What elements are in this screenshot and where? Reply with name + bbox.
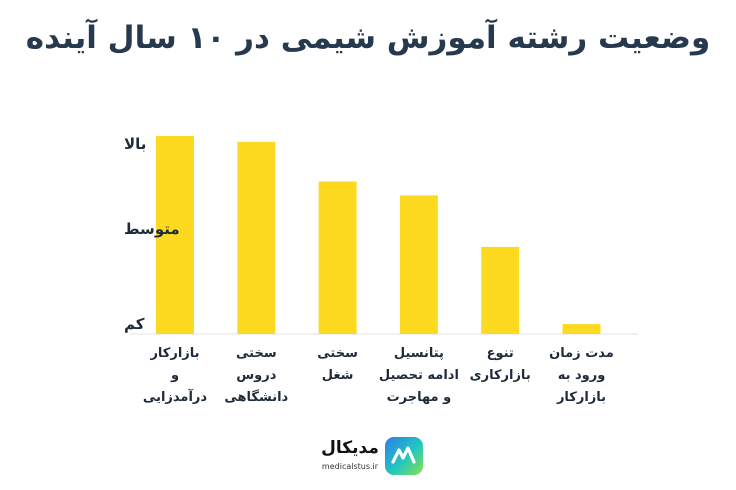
x-category-label: مدت زمان ورود به بازارکار <box>549 346 614 405</box>
bar-2 <box>237 141 276 334</box>
x-category-line: سختی <box>236 346 277 361</box>
chart-title: وضعیت رشته آموزش شیمی در ۱۰ سال آینده <box>25 20 711 56</box>
y-tick-label: کم <box>124 315 145 333</box>
x-category-line: ادامه تحصیل <box>379 368 459 383</box>
x-category-label: سختی دروس دانشگاهی <box>224 346 288 405</box>
x-category-label: سختی شغل <box>317 346 358 383</box>
x-category-line: و مهاجرت <box>387 390 452 405</box>
logo-name: مدیکال <box>321 438 379 458</box>
x-category-line: دانشگاهی <box>224 389 288 405</box>
bar-4 <box>399 195 438 334</box>
x-category-line: مدت زمان <box>549 346 614 361</box>
y-tick-label: بالا <box>124 135 146 153</box>
x-category-line: درآمدزایی <box>143 388 207 405</box>
x-category-line: بازارکاری <box>470 368 531 383</box>
x-category-line: ورود به <box>558 368 606 383</box>
medical-logo-icon <box>385 437 423 475</box>
brand-logo: مدیکال medicalstus.ir <box>318 436 430 480</box>
y-tick-label: متوسط <box>124 220 180 238</box>
logo-site: medicalstus.ir <box>321 462 379 471</box>
x-category-label: پتانسیل ادامه تحصیل و مهاجرت <box>379 346 459 405</box>
bar-1 <box>156 136 194 334</box>
bar-3 <box>318 181 357 334</box>
x-category-line: تنوع <box>487 346 514 361</box>
x-category-line: و <box>170 368 179 383</box>
x-category-label: تنوع بازارکاری <box>470 346 531 383</box>
x-category-line: دروس <box>236 368 277 383</box>
bar-6 <box>562 324 601 334</box>
x-category-line: پتانسیل <box>394 346 444 361</box>
x-category-line: بازارکار <box>149 346 199 361</box>
bar-5 <box>481 246 520 334</box>
x-category-line: شغل <box>322 368 354 383</box>
x-category-line: سختی <box>317 346 358 361</box>
x-category-label: بازارکار و درآمدزایی <box>143 346 207 405</box>
x-category-line: بازارکار <box>556 390 606 405</box>
